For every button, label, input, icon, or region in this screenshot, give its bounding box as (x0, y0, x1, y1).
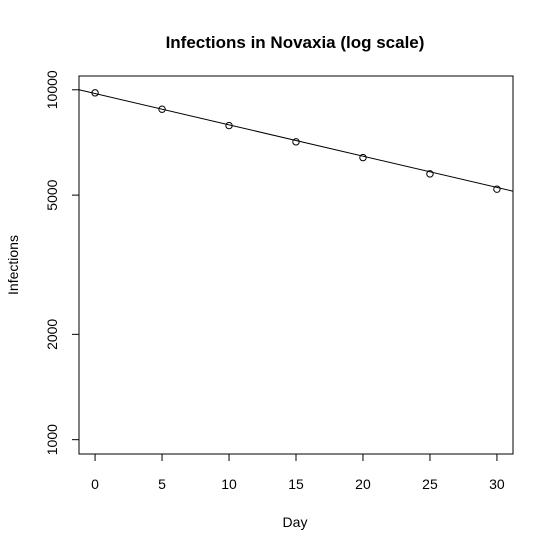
fit-line-group (78, 89, 514, 192)
data-point (225, 121, 233, 130)
data-point (493, 185, 501, 193)
y-tick-label: 2000 (44, 319, 60, 350)
x-tick-label: 30 (489, 476, 505, 492)
x-tick-label: 10 (221, 476, 237, 492)
x-tick-label: 0 (91, 476, 99, 492)
y-tick-label: 1000 (44, 424, 60, 455)
data-point (426, 170, 434, 178)
y-axis-label: Infections (5, 235, 21, 295)
plot-frame (78, 75, 514, 455)
x-axis: 0 5 10 15 20 25 30 (91, 454, 505, 492)
data-point (292, 138, 300, 146)
x-axis-label: Day (283, 514, 308, 530)
chart-title: Infections in Novaxia (log scale) (166, 33, 425, 52)
x-tick-label: 25 (422, 476, 438, 492)
x-tick-label: 20 (355, 476, 371, 492)
data-point (91, 89, 99, 97)
y-tick-label: 5000 (44, 179, 60, 210)
data-point (359, 153, 367, 162)
x-tick-label: 15 (288, 476, 304, 492)
fit-line (78, 89, 514, 192)
y-axis: 1000 2000 5000 10000 (44, 70, 79, 455)
data-points (91, 89, 501, 193)
y-tick-label: 10000 (44, 70, 60, 109)
data-point (158, 105, 166, 113)
x-tick-label: 5 (158, 476, 166, 492)
